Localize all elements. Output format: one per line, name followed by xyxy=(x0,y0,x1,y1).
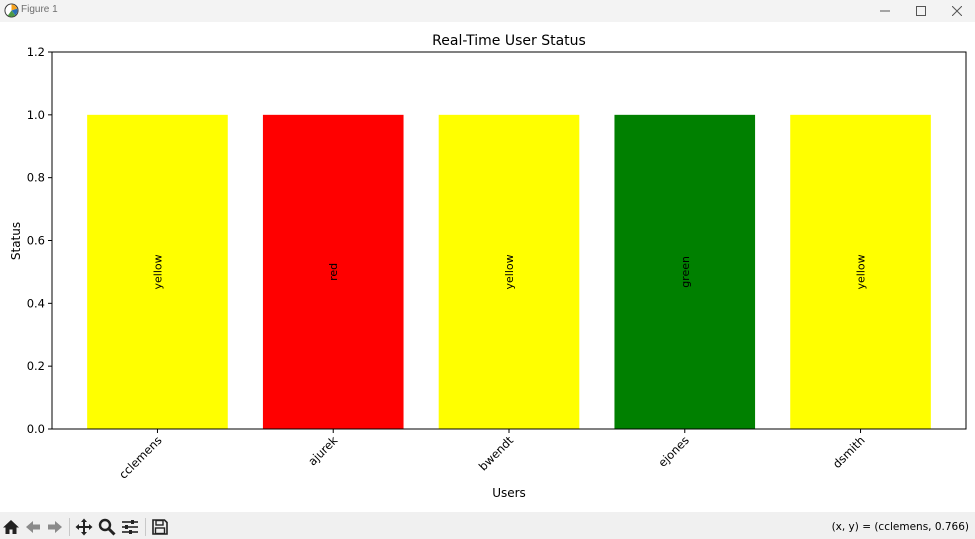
y-axis-label: Status xyxy=(9,222,23,260)
bar-label: yellow xyxy=(503,254,516,289)
configure-subplots-icon xyxy=(122,520,138,534)
save-button[interactable] xyxy=(150,517,170,537)
zoom-icon xyxy=(98,518,116,536)
maximize-icon xyxy=(916,6,926,16)
back-arrow-icon xyxy=(26,521,40,533)
y-tick-label: 0.4 xyxy=(27,296,45,310)
matplotlib-icon xyxy=(4,3,19,18)
forward-button[interactable] xyxy=(45,517,65,537)
close-button[interactable] xyxy=(939,0,975,22)
bar-cclemens xyxy=(87,114,228,429)
y-tick-label: 1.2 xyxy=(27,45,45,59)
y-tick-label: 0.8 xyxy=(27,171,45,185)
forward-arrow-icon xyxy=(48,521,62,533)
window-titlebar: Figure 1 xyxy=(0,0,975,22)
x-axis-label: Users xyxy=(492,486,526,500)
zoom-button[interactable] xyxy=(97,517,117,537)
x-tick-label: ajurek xyxy=(305,433,340,468)
save-icon xyxy=(152,519,168,535)
chart-title: Real-Time User Status xyxy=(432,33,586,49)
pan-icon xyxy=(75,518,93,536)
figure-canvas[interactable]: Real-Time User Status yellow red yellow gre… xyxy=(0,22,975,512)
back-button[interactable] xyxy=(23,517,43,537)
y-tick-label: 0.2 xyxy=(27,359,45,373)
bar-chart: Real-Time User Status yellow red yellow gre… xyxy=(9,33,967,500)
x-tick-label: cclemens xyxy=(116,433,164,481)
x-tick-label: bwendt xyxy=(476,433,517,474)
home-button[interactable] xyxy=(1,517,21,537)
y-tick-label: 1.0 xyxy=(27,108,45,122)
window-title: Figure 1 xyxy=(21,4,58,15)
bar-label: green xyxy=(679,256,692,288)
x-tick-label: ejones xyxy=(655,433,692,470)
bar-ejones xyxy=(614,114,756,429)
close-icon xyxy=(952,6,962,16)
bar-dsmith xyxy=(790,114,931,429)
toolbar-separator xyxy=(69,518,70,536)
cursor-coordinates: (x, y) = (cclemens, 0.766) xyxy=(831,521,969,533)
home-icon xyxy=(3,520,19,534)
configure-subplots-button[interactable] xyxy=(120,517,140,537)
bar-label: yellow xyxy=(151,254,164,289)
bar-ajurek xyxy=(262,114,404,429)
maximize-button[interactable] xyxy=(903,0,939,22)
toolbar-separator xyxy=(145,518,146,536)
pan-button[interactable] xyxy=(74,517,94,537)
minimize-icon xyxy=(880,10,890,12)
axes-frame xyxy=(51,51,967,430)
navigation-toolbar: (x, y) = (cclemens, 0.766) xyxy=(0,512,975,539)
bar-label: yellow xyxy=(855,254,868,289)
y-tick-label: 0.6 xyxy=(27,234,45,248)
x-tick-label: dsmith xyxy=(830,433,868,471)
y-tick-label: 0.0 xyxy=(27,422,45,436)
bar-label: red xyxy=(327,263,340,281)
minimize-button[interactable] xyxy=(867,0,903,22)
bar-bwendt xyxy=(438,114,580,429)
